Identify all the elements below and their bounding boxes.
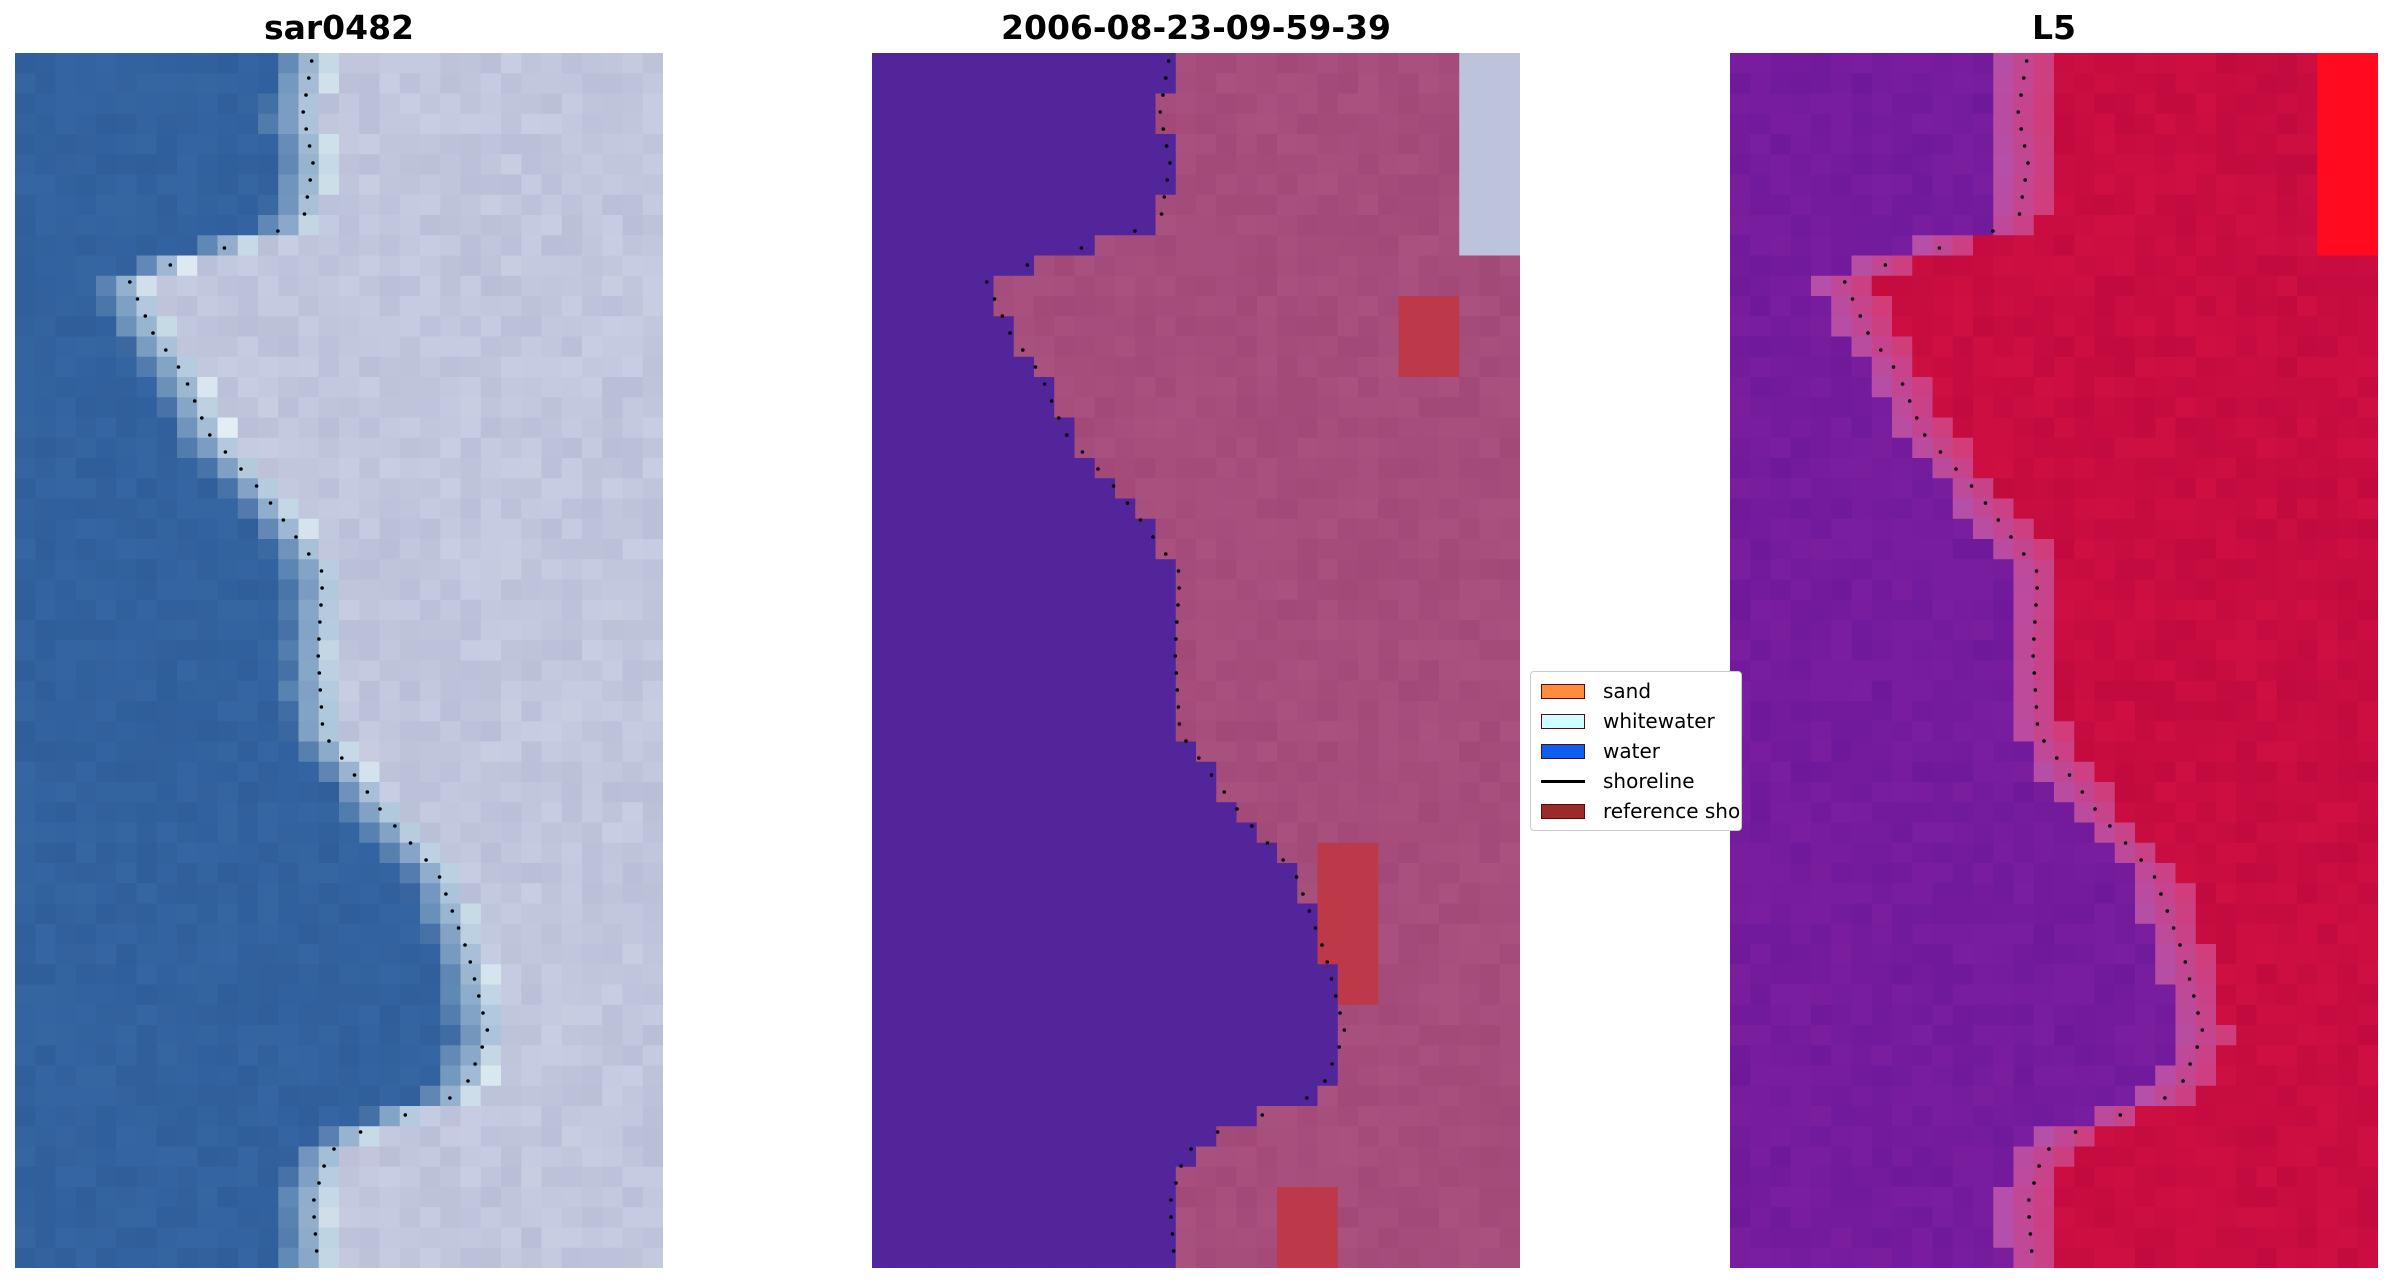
legend-swatch-water <box>1541 743 1585 759</box>
index-image-panel <box>1730 53 2378 1268</box>
panel-title-rgb: sar0482 <box>263 8 415 47</box>
rgb-raster <box>15 53 663 1268</box>
legend-item-reference-shoreline: reference shoreline <box>1541 798 1741 824</box>
legend-swatch-reference-shoreline <box>1541 803 1585 819</box>
legend-item-shoreline: shoreline <box>1541 768 1695 794</box>
shoreline-dots-index <box>1843 59 2205 1253</box>
legend-item-whitewater: whitewater <box>1541 708 1715 734</box>
legend-swatch-shoreline <box>1541 779 1585 783</box>
legend-item-sand: sand <box>1541 678 1651 704</box>
rgb-image-panel <box>15 53 663 1268</box>
shoreline-dots-rgb <box>128 59 490 1253</box>
legend-label-whitewater: whitewater <box>1603 709 1715 733</box>
classified-raster <box>872 53 1520 1268</box>
shoreline-dots-classified <box>985 59 1347 1253</box>
classified-image-panel <box>872 53 1520 1268</box>
legend-item-water: water <box>1541 738 1660 764</box>
legend: sand whitewater water shoreline referenc… <box>1530 671 1742 831</box>
index-raster <box>1730 53 2378 1268</box>
legend-label-sand: sand <box>1603 679 1652 703</box>
legend-label-shoreline: shoreline <box>1603 769 1695 793</box>
legend-label-water: water <box>1603 739 1660 763</box>
legend-swatch-whitewater <box>1541 713 1585 729</box>
panel-title-classified: 2006-08-23-09-59-39 <box>1001 8 1391 47</box>
panel-title-index: L5 <box>2032 8 2076 47</box>
legend-swatch-sand <box>1541 683 1585 699</box>
legend-label-reference-shoreline: reference shoreline <box>1603 799 1741 823</box>
